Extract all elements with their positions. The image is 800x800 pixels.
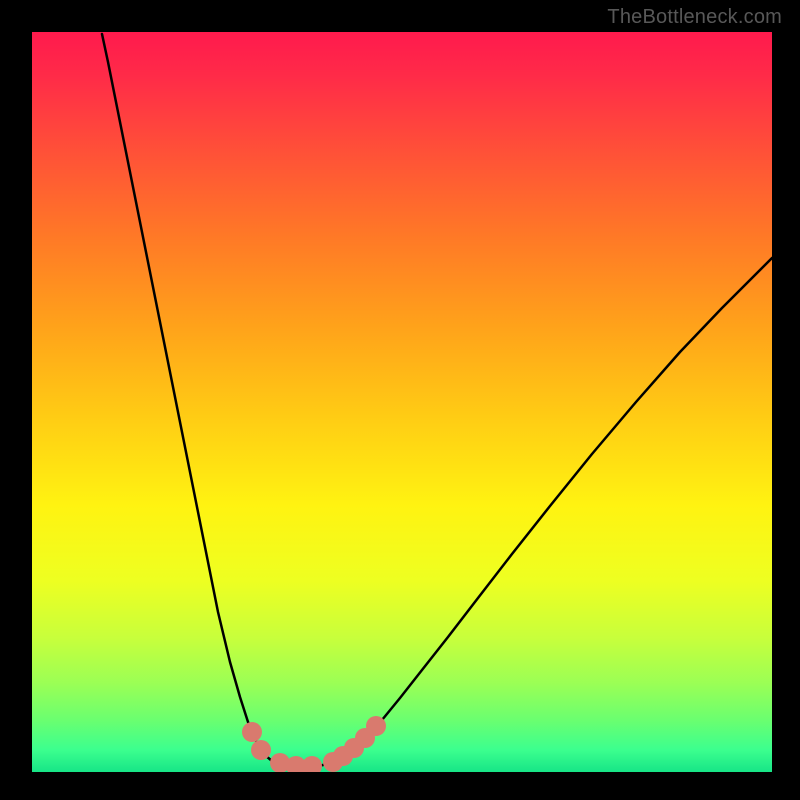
plot-area xyxy=(32,32,772,772)
curve-marker xyxy=(366,716,386,736)
bottleneck-curve xyxy=(102,34,772,767)
curve-markers-group xyxy=(242,716,386,772)
curve-marker xyxy=(251,740,271,760)
curve-marker xyxy=(302,756,322,772)
watermark-text: TheBottleneck.com xyxy=(607,6,782,29)
bottleneck-curve-layer xyxy=(32,32,772,772)
curve-marker xyxy=(242,722,262,742)
